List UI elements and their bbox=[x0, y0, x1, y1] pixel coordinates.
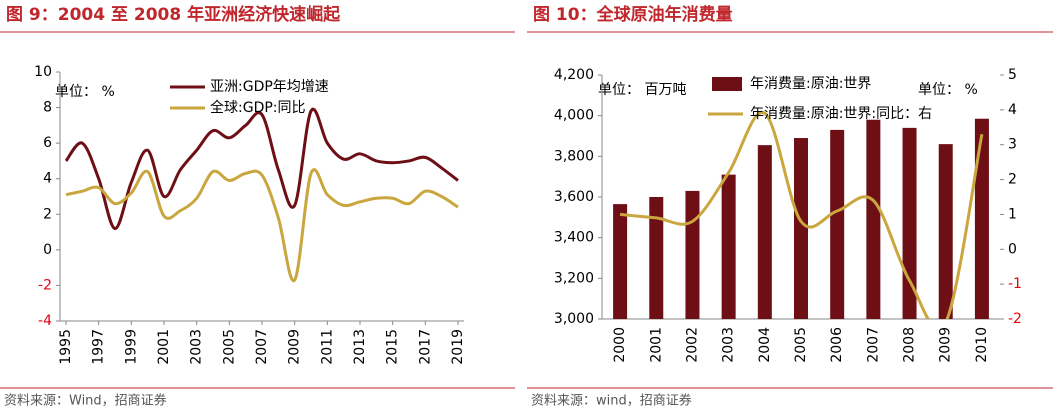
unit-label: 单位： % bbox=[918, 82, 978, 98]
bar bbox=[757, 145, 772, 319]
x-tick-label: 2019 bbox=[450, 329, 466, 365]
x-tick-label: 2005 bbox=[793, 327, 809, 363]
tick-label: -2 bbox=[1008, 311, 1022, 327]
legend-label: 亚洲:GDP年均增速 bbox=[210, 79, 329, 95]
unit-label: 单位： 百万吨 bbox=[598, 82, 686, 98]
bar bbox=[613, 204, 628, 319]
legend-swatch bbox=[712, 77, 742, 91]
x-tick-label: 1999 bbox=[123, 329, 139, 365]
bar bbox=[830, 129, 845, 319]
x-tick-label: 2006 bbox=[829, 327, 845, 363]
bar bbox=[974, 118, 989, 319]
x-tick-label: 2003 bbox=[189, 329, 205, 365]
x-tick-label: 2003 bbox=[721, 327, 737, 363]
bar bbox=[938, 144, 953, 319]
x-tick-label: 1997 bbox=[91, 329, 107, 365]
x-tick-label: 2017 bbox=[417, 329, 433, 365]
tick-label: 8 bbox=[43, 100, 52, 116]
bar bbox=[685, 190, 700, 319]
x-tick-label: 2001 bbox=[156, 329, 172, 365]
x-tick-label: 2015 bbox=[385, 329, 401, 365]
tick-label: 3,000 bbox=[554, 311, 594, 327]
tick-label: 3,600 bbox=[554, 189, 594, 205]
tick-label: 4,200 bbox=[554, 67, 594, 83]
legend-label: 全球:GDP:同比 bbox=[210, 99, 306, 116]
tick-label: 4 bbox=[1008, 102, 1017, 118]
bar bbox=[721, 174, 736, 319]
tick-label: 10 bbox=[34, 64, 52, 80]
line bbox=[64, 107, 459, 231]
tick-label: 0 bbox=[43, 242, 52, 258]
x-tick-label: 1995 bbox=[58, 329, 74, 365]
x-tick-label: 2007 bbox=[254, 329, 270, 365]
x-tick-label: 2010 bbox=[974, 327, 990, 363]
bar bbox=[649, 197, 664, 319]
x-tick-label: 2002 bbox=[684, 327, 700, 363]
tick-label: 3 bbox=[1008, 137, 1017, 153]
tick-label: -4 bbox=[38, 313, 52, 329]
bar bbox=[866, 119, 881, 319]
plot bbox=[613, 111, 989, 319]
line bbox=[65, 168, 459, 282]
tick-label: -1 bbox=[1008, 276, 1022, 292]
source: 资料来源：wind，招商证券 bbox=[531, 393, 692, 409]
x-tick-label: 2007 bbox=[865, 327, 881, 363]
tick-label: 2 bbox=[43, 206, 52, 222]
tick-label: 3,400 bbox=[554, 230, 594, 246]
unit-label: 单位： % bbox=[55, 84, 115, 100]
chart-title: 图 9：2004 至 2008 年亚洲经济快速崛起 bbox=[6, 4, 341, 25]
tick-label: 1 bbox=[1008, 206, 1017, 222]
legend-label: 年消费量:原油:世界:同比：右 bbox=[750, 106, 932, 122]
tick-label: 4 bbox=[43, 171, 52, 187]
x-tick-label: 2004 bbox=[757, 327, 773, 363]
bar bbox=[794, 138, 808, 319]
line bbox=[619, 111, 984, 319]
x-tick-label: 2008 bbox=[902, 327, 918, 363]
x-tick-label: 2013 bbox=[352, 329, 368, 365]
source: 资料来源：Wind，招商证券 bbox=[4, 393, 167, 409]
x-tick-label: 2009 bbox=[287, 329, 303, 365]
x-tick-label: 2000 bbox=[612, 327, 628, 363]
legend-label: 年消费量:原油:世界 bbox=[750, 76, 871, 92]
tick-label: 4,000 bbox=[554, 108, 594, 124]
x-tick-label: 2005 bbox=[221, 329, 237, 365]
tick-label: 3,800 bbox=[554, 148, 594, 164]
x-tick-label: 2001 bbox=[648, 327, 664, 363]
tick-label: -2 bbox=[38, 277, 52, 293]
tick-label: 0 bbox=[1008, 241, 1017, 257]
tick-label: 2 bbox=[1008, 172, 1017, 188]
tick-label: 5 bbox=[1008, 67, 1017, 83]
plot bbox=[64, 107, 459, 282]
chart-title: 图 10：全球原油年消费量 bbox=[533, 4, 733, 25]
tick-label: 3,200 bbox=[554, 270, 594, 286]
x-tick-label: 2011 bbox=[319, 329, 335, 365]
x-tick-label: 2009 bbox=[938, 327, 954, 363]
tick-label: 6 bbox=[43, 135, 52, 151]
